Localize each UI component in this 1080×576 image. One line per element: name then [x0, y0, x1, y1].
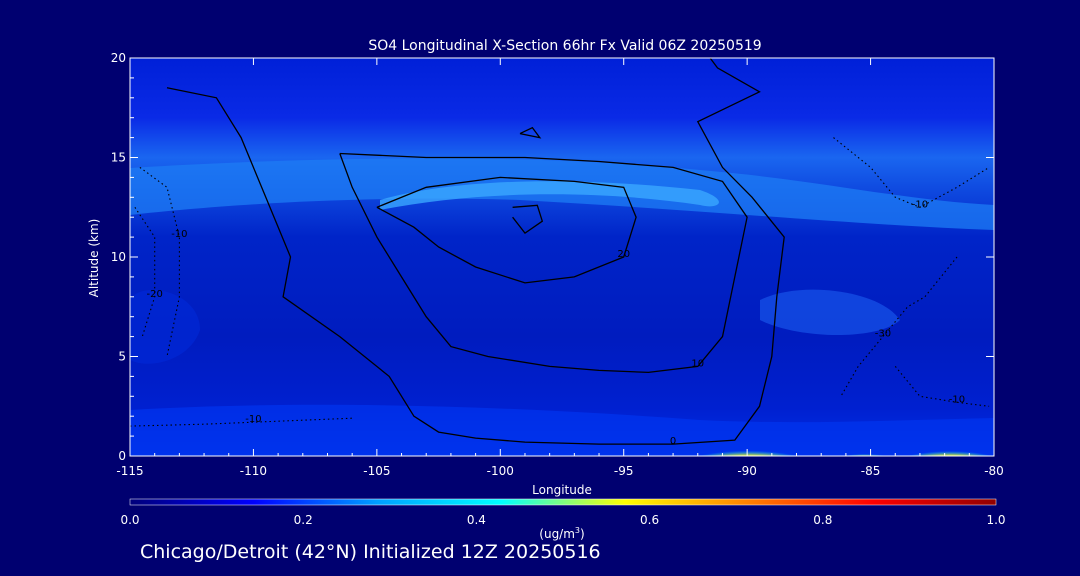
contour-label: -10 [171, 229, 187, 240]
colorbar-ticks: 0.0 0.2 0.4 0.6 0.8 1.0 [120, 513, 1005, 527]
y-axis-label: Altitude (km) [87, 219, 101, 298]
colorbar-tick-label: 0.8 [813, 513, 832, 527]
x-axis-label: Longitude [532, 483, 592, 497]
contour-line [376, 176, 637, 284]
colorbar-unit-label: (ug/m3) [539, 526, 584, 541]
y-tick-label: 20 [111, 51, 126, 65]
y-tick-label: 0 [118, 449, 126, 463]
x-tick-label: -85 [861, 464, 881, 478]
colorbar-tick-label: 0.2 [294, 513, 313, 527]
colorbar-tick-label: 0.6 [640, 513, 659, 527]
colorbar [129, 498, 997, 506]
run-info-footer: Chicago/Detroit (42°N) Initialized 12Z 2… [140, 541, 601, 563]
y-tick-label: 15 [111, 151, 126, 165]
y-tick-label: 5 [118, 350, 126, 364]
x-tick-label: -100 [487, 464, 514, 478]
heatmap-lobe-right [760, 289, 900, 335]
heatmap-layer: 0 10 20 -10 -20 -10 -30 -10 -10 [130, 58, 994, 456]
contour-label: -30 [875, 329, 891, 340]
x-tick-label: -90 [737, 464, 757, 478]
contour-line [166, 58, 785, 445]
contour-label: -20 [147, 289, 163, 300]
contour-line [833, 137, 990, 208]
contour-line [840, 256, 958, 397]
contour-line [512, 204, 544, 234]
heatmap-hotspot [830, 446, 900, 456]
contour-line [339, 152, 748, 374]
x-tick-label: -95 [614, 464, 634, 478]
heatmap-background [130, 58, 994, 456]
x-tick-label: -110 [240, 464, 267, 478]
colorbar-tick-label: 1.0 [986, 513, 1005, 527]
y-tick-label: 10 [111, 250, 126, 264]
heatmap-band-bright [380, 181, 719, 210]
x-tick-label: -80 [984, 464, 1004, 478]
contour-label: -10 [949, 394, 965, 405]
colorbar-unit-suffix: ) [580, 527, 585, 541]
contour-line [130, 417, 353, 427]
colorbar-tick-label: 0.0 [120, 513, 139, 527]
heatmap-hotspot [678, 433, 818, 456]
contour-label: -10 [245, 414, 261, 425]
contour-line [894, 366, 990, 407]
chart-title: SO4 Longitudinal X-Section 66hr Fx Valid… [368, 38, 761, 54]
contour-label: 10 [691, 358, 704, 369]
contour-label: -10 [912, 199, 928, 210]
x-tick-label: -115 [116, 464, 143, 478]
heatmap-hotspot [890, 435, 994, 456]
heatmap-lobe-left [130, 290, 200, 364]
contour-label: 0 [670, 436, 676, 447]
x-tick-label: -105 [363, 464, 390, 478]
contour-line [519, 126, 542, 139]
x-axis: -115 -110 -105 -100 -95 -90 -85 -80 [116, 58, 1004, 478]
colorbar-tick-label: 0.4 [467, 513, 486, 527]
colorbar-unit-exp: 3 [575, 526, 580, 535]
contour-lines: 0 10 20 -10 -20 -10 -30 -10 -10 [130, 58, 990, 447]
contour-label: 20 [617, 249, 630, 260]
colorbar-unit-prefix: (ug/m [539, 527, 575, 541]
y-axis: 0 5 10 15 20 [111, 51, 994, 463]
